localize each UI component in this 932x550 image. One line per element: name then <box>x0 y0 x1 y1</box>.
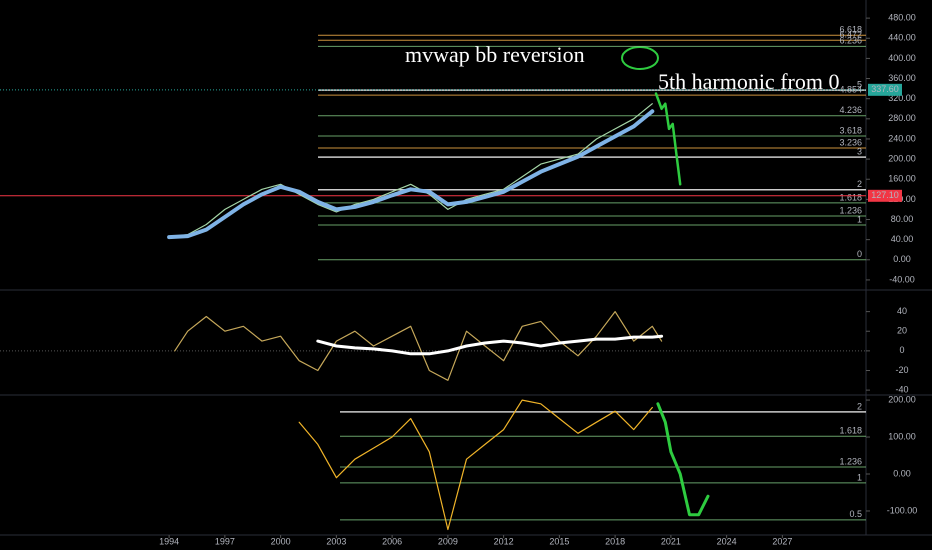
x-tick-label: 2012 <box>494 536 514 546</box>
y-tick-label: 0.00 <box>893 254 911 264</box>
y-tick-label: 40.00 <box>891 234 914 244</box>
price-marker-box <box>868 83 902 96</box>
x-tick-label: 2015 <box>549 536 569 546</box>
x-tick-label: 2006 <box>382 536 402 546</box>
y-tick-label: 280.00 <box>888 113 916 123</box>
y-tick-label: 200.00 <box>888 394 916 404</box>
series-line <box>168 103 653 238</box>
y-tick-label: 20 <box>897 326 907 336</box>
y-tick-label: -20 <box>895 365 908 375</box>
fib-level-label: 2 <box>857 401 862 411</box>
series-line <box>298 399 653 531</box>
fib-level-label: 1.618 <box>839 192 862 202</box>
circle-drawing <box>621 46 659 70</box>
fib-level-label: 4.854 <box>839 85 862 95</box>
series-line <box>174 311 663 381</box>
fib-level-label: 3 <box>857 146 862 156</box>
price-marker-box <box>868 189 902 202</box>
y-tick-label: 200.00 <box>888 153 916 163</box>
y-tick-label: 240.00 <box>888 133 916 143</box>
fib-level-label: 2 <box>857 179 862 189</box>
x-tick-label: 2021 <box>661 536 681 546</box>
x-tick-label: 1994 <box>159 536 179 546</box>
y-tick-label: 80.00 <box>891 214 914 224</box>
y-tick-label: 320.00 <box>888 93 916 103</box>
series-line <box>654 92 682 186</box>
y-tick-label: 40 <box>897 306 907 316</box>
fib-level-label: 4.236 <box>839 105 862 115</box>
x-tick-label: 2009 <box>438 536 458 546</box>
y-tick-label: 100.00 <box>888 431 916 441</box>
series-line <box>316 334 664 356</box>
y-tick-label: 480.00 <box>888 13 916 23</box>
x-tick-label: 1997 <box>215 536 235 546</box>
fib-level-label: 3.618 <box>839 125 862 135</box>
y-tick-label: 400.00 <box>888 53 916 63</box>
x-tick-label: 2027 <box>772 536 792 546</box>
fib-level-label: 1 <box>857 472 862 482</box>
price-marker-label: 337.60 <box>871 84 899 94</box>
y-tick-label: 0 <box>899 345 904 355</box>
y-tick-label: 0.00 <box>893 468 911 478</box>
price-marker-label: 127.10 <box>871 190 899 200</box>
x-tick-label: 2000 <box>271 536 291 546</box>
x-tick-label: 2018 <box>605 536 625 546</box>
fib-level-label: 6.618 <box>839 25 862 35</box>
y-tick-label: -40 <box>895 384 908 394</box>
fib-level-label: 1.618 <box>839 426 862 436</box>
fib-level-label: 6.236 <box>839 36 862 46</box>
fib-level-label: 5 <box>857 79 862 89</box>
y-tick-label: -40.00 <box>889 274 915 284</box>
fib-level-label: 0 <box>857 249 862 259</box>
fib-level-label: 0.5 <box>849 509 862 519</box>
x-tick-label: 2003 <box>326 536 346 546</box>
y-tick-label: -100.00 <box>887 505 918 515</box>
fib-level-label: 1 <box>857 214 862 224</box>
fib-level-label: 3.236 <box>839 137 862 147</box>
fib-level-label: 1.236 <box>839 456 862 466</box>
annotation: 5th harmonic from 0 <box>658 69 839 94</box>
y-tick-label: 160.00 <box>888 174 916 184</box>
y-tick-label: 360.00 <box>888 73 916 83</box>
annotation: mvwap bb reversion <box>405 42 585 67</box>
series-line <box>656 402 710 517</box>
fib-level-label: 6.472 <box>839 30 862 40</box>
x-tick-label: 2024 <box>717 536 737 546</box>
y-tick-label: 440.00 <box>888 33 916 43</box>
series-line <box>167 109 655 240</box>
fib-level-label: 1.236 <box>839 205 862 215</box>
